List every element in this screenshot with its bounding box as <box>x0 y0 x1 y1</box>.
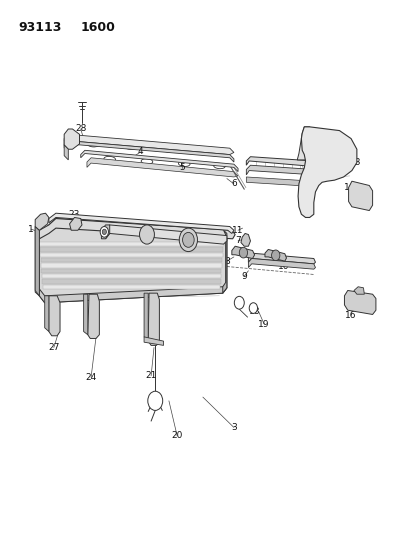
Polygon shape <box>222 230 226 293</box>
Polygon shape <box>40 247 223 252</box>
Text: 11: 11 <box>232 226 243 235</box>
Polygon shape <box>41 269 221 273</box>
Circle shape <box>102 229 106 235</box>
Circle shape <box>139 225 154 244</box>
Polygon shape <box>348 181 372 211</box>
Polygon shape <box>45 296 49 332</box>
Text: 14: 14 <box>343 183 355 192</box>
Text: 13: 13 <box>349 158 361 167</box>
Polygon shape <box>42 279 220 284</box>
Text: 8: 8 <box>223 257 229 265</box>
Text: 12: 12 <box>307 150 319 159</box>
Text: 19: 19 <box>258 320 269 328</box>
Polygon shape <box>42 274 221 278</box>
Polygon shape <box>39 287 226 303</box>
Circle shape <box>249 303 257 313</box>
Text: 4: 4 <box>138 148 143 156</box>
Polygon shape <box>64 134 233 155</box>
Polygon shape <box>240 233 250 246</box>
Polygon shape <box>87 158 237 177</box>
Circle shape <box>182 232 194 247</box>
Polygon shape <box>69 217 82 230</box>
Ellipse shape <box>104 156 115 161</box>
Polygon shape <box>246 177 315 187</box>
Text: 28: 28 <box>75 125 86 133</box>
Circle shape <box>179 228 197 252</box>
Text: 21: 21 <box>145 372 157 380</box>
Text: 6: 6 <box>230 180 236 188</box>
Text: 1600: 1600 <box>81 21 115 34</box>
Circle shape <box>234 296 244 309</box>
Text: 18: 18 <box>248 308 260 316</box>
Ellipse shape <box>178 161 190 166</box>
Ellipse shape <box>213 163 225 168</box>
Polygon shape <box>344 290 375 314</box>
Polygon shape <box>39 242 223 246</box>
Polygon shape <box>35 213 49 230</box>
Polygon shape <box>88 294 99 338</box>
Ellipse shape <box>196 148 209 154</box>
Polygon shape <box>43 285 220 289</box>
Text: 27: 27 <box>48 343 59 352</box>
Polygon shape <box>101 225 109 239</box>
Text: 5: 5 <box>179 164 185 172</box>
Polygon shape <box>246 157 315 169</box>
Text: 22: 22 <box>97 219 108 227</box>
Circle shape <box>100 227 108 237</box>
Polygon shape <box>248 253 315 264</box>
Text: 10: 10 <box>277 262 289 271</box>
Polygon shape <box>41 263 221 268</box>
Polygon shape <box>49 296 60 336</box>
Polygon shape <box>35 227 39 296</box>
Polygon shape <box>246 165 315 175</box>
Polygon shape <box>353 287 363 294</box>
Text: 23: 23 <box>68 210 79 219</box>
Text: 7: 7 <box>235 237 240 245</box>
Polygon shape <box>39 219 226 303</box>
Text: 20: 20 <box>171 432 183 440</box>
Polygon shape <box>297 127 356 217</box>
Text: 2: 2 <box>102 237 108 245</box>
Polygon shape <box>144 293 148 341</box>
Polygon shape <box>64 134 72 141</box>
Text: 1: 1 <box>28 225 34 233</box>
Polygon shape <box>148 293 159 345</box>
Polygon shape <box>39 219 235 239</box>
Polygon shape <box>35 227 39 296</box>
Ellipse shape <box>161 146 173 152</box>
Circle shape <box>147 391 162 410</box>
Ellipse shape <box>141 159 152 164</box>
Text: 3: 3 <box>230 423 236 432</box>
Ellipse shape <box>87 141 99 147</box>
Text: 93113: 93113 <box>19 21 62 34</box>
Polygon shape <box>83 294 88 335</box>
Text: 15: 15 <box>358 190 369 199</box>
Polygon shape <box>105 225 226 244</box>
Text: 17: 17 <box>358 297 369 305</box>
Text: 26: 26 <box>179 253 191 261</box>
Text: 16: 16 <box>344 311 356 320</box>
Polygon shape <box>81 150 237 172</box>
Ellipse shape <box>124 143 136 149</box>
Polygon shape <box>64 129 79 149</box>
Polygon shape <box>64 145 68 160</box>
Polygon shape <box>49 213 233 233</box>
Polygon shape <box>40 253 222 257</box>
Polygon shape <box>64 141 233 162</box>
Text: 9: 9 <box>241 272 247 280</box>
Circle shape <box>271 250 279 261</box>
Circle shape <box>239 247 247 258</box>
Polygon shape <box>248 259 315 269</box>
Polygon shape <box>231 246 254 259</box>
Polygon shape <box>264 249 286 261</box>
Polygon shape <box>40 258 222 262</box>
Polygon shape <box>144 337 163 345</box>
Text: 25: 25 <box>143 246 154 255</box>
Text: 24: 24 <box>85 373 97 382</box>
Polygon shape <box>297 127 310 160</box>
